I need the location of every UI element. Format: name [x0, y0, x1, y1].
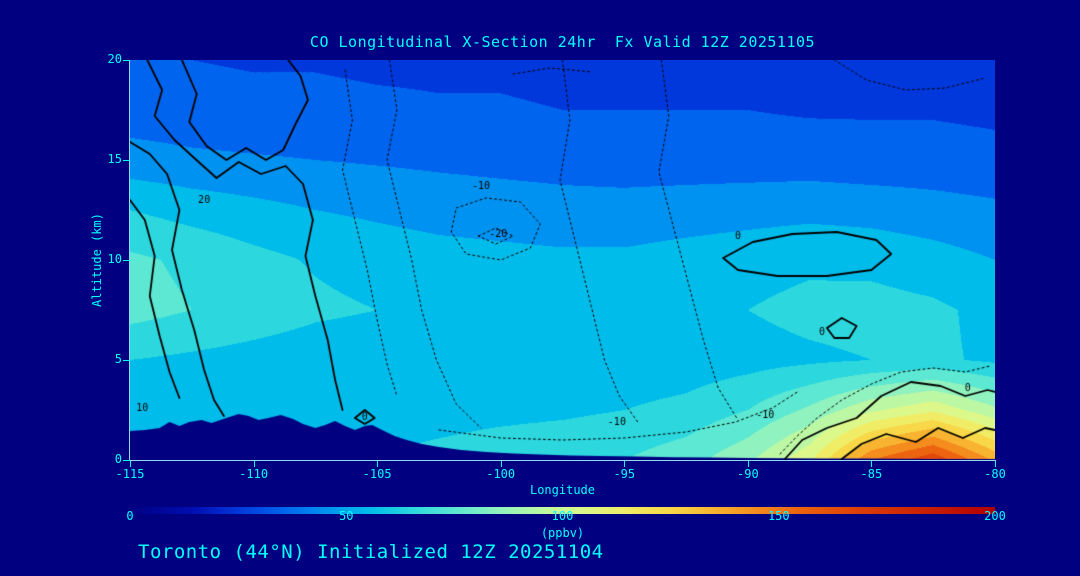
- colorbar: [130, 499, 995, 514]
- x-tick-mark: [377, 461, 379, 467]
- y-tick-label: 15: [107, 152, 122, 166]
- x-tick-label: -90: [737, 467, 759, 481]
- y-axis-label: Altitude (km): [90, 213, 104, 307]
- colorbar-tick-label: 50: [339, 509, 354, 523]
- x-tick-mark: [995, 461, 996, 467]
- x-tick-label: -105: [362, 467, 392, 481]
- footer-annotation: Toronto (44°N) Initialized 12Z 20251104: [138, 541, 604, 563]
- x-tick-mark: [500, 461, 502, 467]
- y-tick-mark: [123, 60, 130, 61]
- x-axis-line: [129, 460, 996, 461]
- x-tick-label: -80: [984, 467, 1006, 481]
- x-tick-mark: [130, 461, 131, 467]
- plot-area: [130, 60, 995, 460]
- colorbar-tick-label: 100: [551, 509, 574, 523]
- x-tick-label: -85: [860, 467, 883, 481]
- y-tick-mark: [123, 460, 130, 461]
- colorbar-units-label: (ppbv): [540, 526, 585, 540]
- plot-title: CO Longitudinal X-Section 24hr Fx Valid …: [309, 33, 816, 51]
- x-tick-mark: [624, 461, 626, 467]
- y-tick-label: 5: [114, 352, 122, 366]
- y-tick-mark: [123, 260, 130, 261]
- colorbar-tick-label: 0: [126, 509, 134, 523]
- y-tick-label: 20: [107, 52, 122, 66]
- colorbar-canvas: [130, 507, 995, 514]
- x-tick-mark: [871, 461, 873, 467]
- x-tick-label: -115: [115, 467, 145, 481]
- x-tick-label: -100: [486, 467, 516, 481]
- colorbar-tick-label: 150: [767, 509, 790, 523]
- colorbar-tick-label: 200: [984, 509, 1006, 523]
- y-tick-label: 10: [107, 252, 122, 266]
- y-tick-mark: [123, 160, 130, 161]
- y-tick-mark: [123, 360, 130, 361]
- x-tick-label: -110: [239, 467, 269, 481]
- xsection-field-canvas: [130, 60, 995, 460]
- x-axis-label: Longitude: [529, 483, 596, 497]
- x-tick-mark: [253, 461, 255, 467]
- x-tick-mark: [747, 461, 749, 467]
- x-tick-label: -95: [613, 467, 636, 481]
- y-tick-label: 0: [114, 452, 122, 466]
